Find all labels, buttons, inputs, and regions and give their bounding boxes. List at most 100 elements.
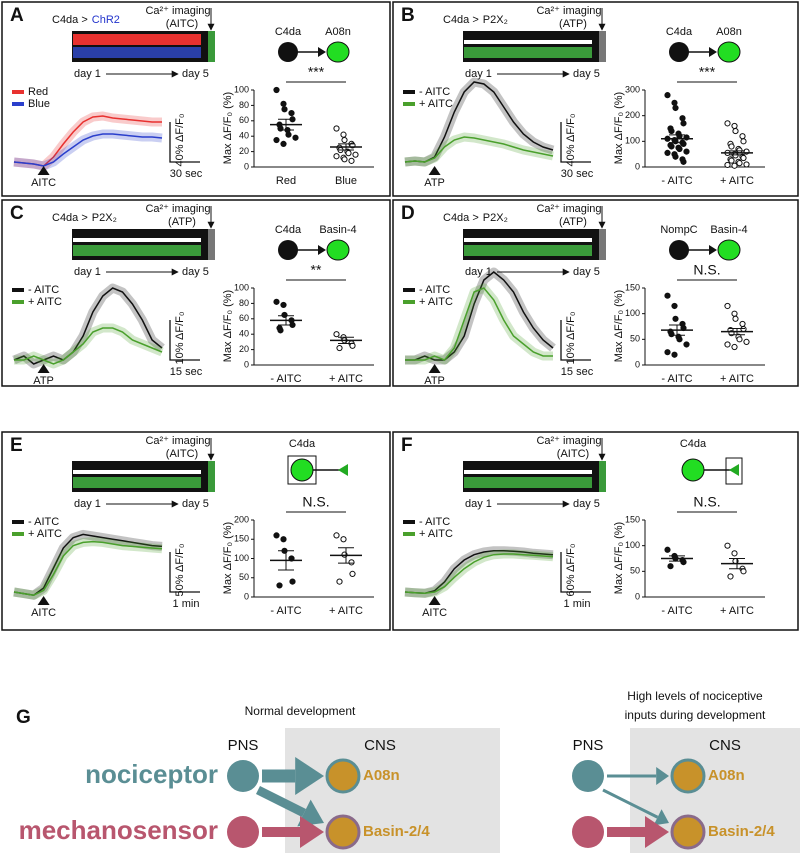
error-bar [669,134,685,144]
data-point [743,338,750,345]
sensor-label: nociceptor [85,759,218,789]
circuit-pre [681,458,705,482]
target-label: A08n [708,767,745,784]
x-tick-label: + AITC [720,175,754,187]
x-tick-label: Blue [335,175,357,187]
timeline-stripe [73,477,201,488]
data-point [668,127,675,135]
connection-arrowhead [300,816,324,848]
y-tick-label: 200 [625,110,640,120]
scale-x-label: 15 sec [170,366,203,378]
circuit-post-label: Basin-4 [710,224,747,236]
scale-bar [169,552,200,593]
data-point [340,536,347,543]
circuit-synapse [318,245,326,255]
x-tick-label: - AITC [270,373,301,385]
data-point [739,133,746,140]
stimulus-marker [37,166,50,175]
scale-x-label: 30 sec [170,168,203,180]
connection-arrowhead [653,809,669,826]
x-tick-label: - AITC [661,605,692,617]
y-tick-label: 0 [244,359,249,369]
day-start: day 1 [465,266,492,278]
timeline-stripe [73,238,201,242]
data-point [281,106,288,113]
connection-arrowhead [656,767,669,785]
circuit-synapse [709,245,717,255]
data-point [292,134,299,141]
scale-y-label: 40% ΔF/F₀ [565,114,577,167]
scale-bar [560,122,591,163]
y-tick-label: 50 [630,566,640,576]
data-point [664,349,671,356]
a08n-cell [325,758,361,794]
timeline-stripe [464,40,592,44]
timeline-stripe [464,477,592,488]
data-point [724,161,731,169]
scale-bar [169,122,200,163]
data-point [341,136,348,144]
genotype-driver: C4da > [52,212,88,224]
panel-frame [392,431,799,631]
data-point [667,563,674,570]
circuit-pre [290,458,314,482]
data-point [345,150,352,157]
error-bar [729,558,745,570]
data-point [728,157,735,164]
scale-x-label: 1 min [173,598,200,610]
data-point [672,153,679,160]
x-tick-label: + AITC [720,605,754,617]
data-point [348,559,355,566]
data-point [349,570,356,577]
panel: C C4da > P2X₂ Ca²⁺ imaging(ATP) day 1 day 5 C4… [1,199,391,387]
error-bar [338,336,354,344]
genotype: C4da > ChR2 [52,14,120,26]
timeline-stripe [464,238,592,242]
y-tick-label: 100 [234,84,249,94]
circuit-pre-label: NompC [660,224,697,236]
day-start: day 1 [465,498,492,510]
data-point [736,160,743,167]
significance-label: *** [699,64,716,80]
connection-arrow [602,788,659,819]
circuit-synapse [318,47,326,57]
data-point [280,536,287,543]
day-end: day 5 [573,68,600,80]
y-axis-label: Max ΔF/F₀ (%) [222,522,234,594]
data-point [273,532,280,539]
circuit-post-label: A08n [325,26,351,38]
day-end: day 5 [182,266,209,278]
y-tick-label: 60 [239,115,249,125]
circuit-post [326,41,350,63]
timeline-stripe [464,47,592,58]
y-tick-label: 0 [635,591,640,601]
data-point [277,327,284,334]
trace [14,327,163,365]
trace [13,133,163,167]
data-point [724,341,731,348]
trace [405,287,553,361]
data-point [676,145,683,153]
scale-bar [560,320,591,361]
y-tick-label: 60 [239,313,249,323]
imaging-label: Ca²⁺ imaging [145,203,210,215]
y-tick-label: 300 [625,84,640,94]
stimulus-label: AITC [31,607,56,619]
panel: B C4da > P2X₂ Ca²⁺ imaging(ATP) day 1 day 5 C4… [392,1,799,197]
data-point [285,131,292,138]
significance-label: ** [311,262,322,278]
circuit-post [717,41,741,63]
data-point [727,573,734,580]
error-bar [278,315,294,326]
data-point [280,140,287,147]
scale-bar [560,552,591,593]
imaging-label: Ca²⁺ imaging [145,5,210,17]
error-bar [669,324,685,336]
data-point [728,143,735,150]
circuit-post [717,239,741,261]
genotype-effector: ChR2 [92,14,120,26]
y-tick-label: 100 [234,282,249,292]
stimulus-marker [428,364,441,373]
data-point [668,143,675,150]
